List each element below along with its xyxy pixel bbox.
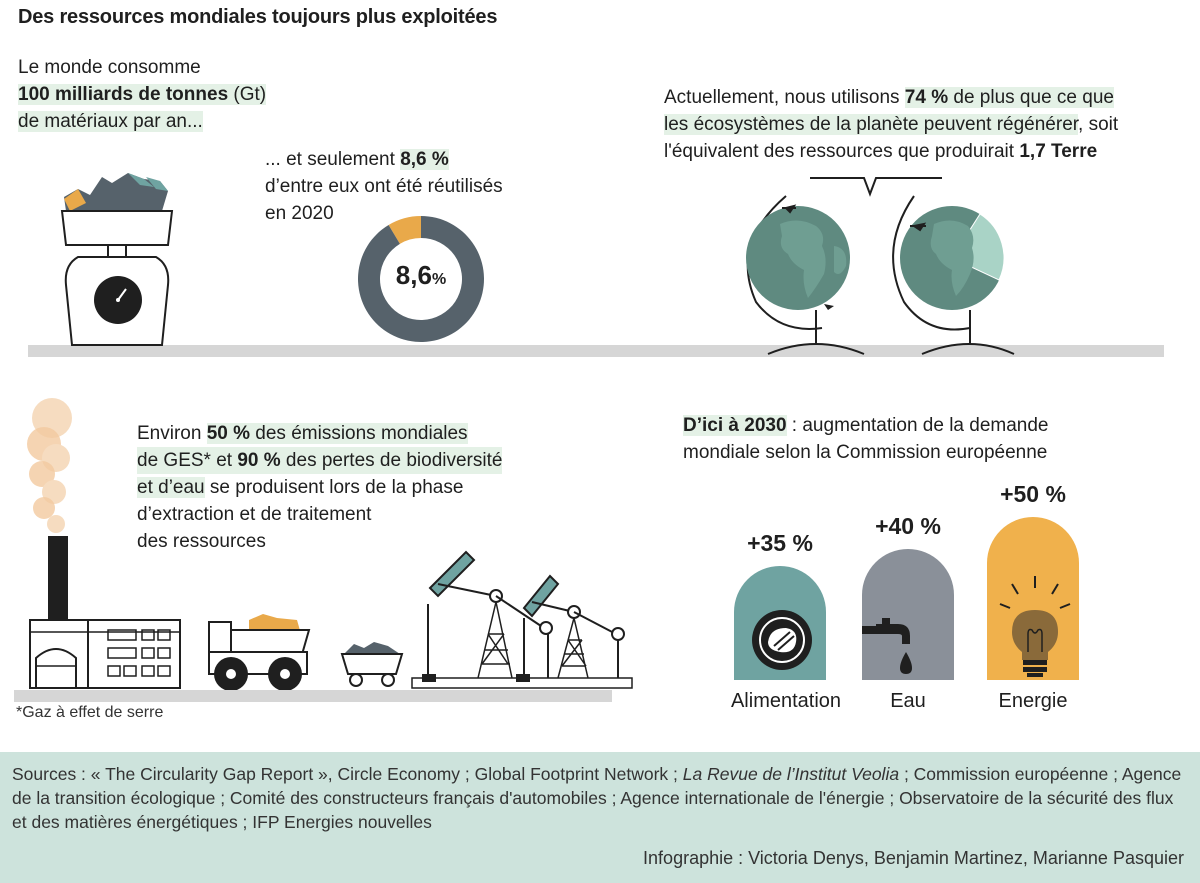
extraction-line5: des ressources <box>137 531 266 552</box>
globe-two-icon <box>892 195 1015 355</box>
sources-part1: Sources : « The Circularity Gap Report »… <box>12 764 683 784</box>
overshoot-line1-pre: Actuellement, nous utilisons <box>664 87 905 108</box>
demand-value-label: +50 % <box>1000 480 1066 507</box>
extraction-text: Environ 50 % des émissions mondiales de … <box>137 420 503 555</box>
demand-text: D’ici à 2030 : augmentation de la demand… <box>683 412 1049 466</box>
demand-category-label: Energie <box>998 690 1068 712</box>
consumption-text: Le monde consomme 100 milliards de tonne… <box>18 54 267 135</box>
footnote: *Gaz à effet de serre <box>16 704 164 721</box>
overshoot-text: Actuellement, nous utilisons 74 % de plu… <box>664 84 1118 165</box>
scale-icon <box>60 173 174 346</box>
demand-year: D’ici à 2030 <box>683 415 787 436</box>
sources-italic: La Revue de l’Institut Veolia <box>682 764 900 784</box>
consumption-line1: Le monde consomme <box>18 57 201 78</box>
demand-line2: mondiale selon la Commission européenne <box>683 442 1048 463</box>
extraction-line3-post: se produisent lors de la phase <box>204 477 464 498</box>
food-plate-icon <box>752 610 812 670</box>
oil-pump-icon <box>411 550 633 689</box>
overshoot-earths: 1,7 Terre <box>1019 141 1098 162</box>
reuse-donut-chart <box>358 216 484 342</box>
overshoot-line1-post: de plus que ce que <box>948 87 1114 108</box>
overshoot-line3-pre: l'équivalent des ressources que produira… <box>664 141 1020 162</box>
demand-category-label: Alimentation <box>730 690 842 712</box>
extraction-line1-post: des émissions mondiales <box>250 423 468 444</box>
consumption-line3: de matériaux par an... <box>18 111 203 132</box>
bottom-shelf <box>14 690 612 702</box>
extraction-line4: d’extraction et de traitement <box>137 504 372 525</box>
emissions-percent: 50 % <box>206 423 251 444</box>
overshoot-line2-post: , soit <box>1078 114 1119 135</box>
demand-line1-post: : augmentation de la demande <box>786 415 1049 436</box>
globe-one-icon <box>746 195 865 355</box>
sources-part2: ; Commission européenne ; Agence de la t… <box>12 764 1182 832</box>
reuse-text: ... et seulement 8,6 % d’entre eux ont é… <box>265 146 503 227</box>
mine-wagon-icon <box>340 642 404 687</box>
sources-text: Sources : « The Circularity Gap Report »… <box>12 762 1182 834</box>
consumption-unit: (Gt) <box>228 84 267 105</box>
reuse-line2: d’entre eux ont été réutilisés <box>265 176 503 197</box>
donut-center-value: 8,6 <box>395 260 432 290</box>
overshoot-percent: 74 % <box>904 87 949 108</box>
donut-slice-reused <box>388 216 421 244</box>
demand-value-label: +35 % <box>747 529 813 556</box>
extraction-line1-pre: Environ <box>137 423 207 444</box>
demand-value-label: +40 % <box>875 513 941 540</box>
extraction-line2-post: des pertes de biodiversité <box>280 450 503 471</box>
reuse-line3: en 2020 <box>265 203 334 224</box>
donut-center-unit: % <box>431 271 447 288</box>
extraction-line2-pre: de GES* et <box>137 450 238 471</box>
water-tap-icon <box>862 618 912 674</box>
mining-truck-icon <box>208 614 311 691</box>
page-title: Des ressources mondiales toujours plus e… <box>18 6 498 28</box>
globe-bracket <box>810 177 942 197</box>
biodiversity-percent: 90 % <box>237 450 281 471</box>
factory-icon <box>27 398 181 689</box>
overshoot-line2: les écosystèmes de la planète peuvent ré… <box>664 114 1079 135</box>
top-shelf <box>28 345 1164 357</box>
extraction-line3-hl: et d’eau <box>137 477 205 498</box>
reuse-percent: 8,6 % <box>400 149 449 170</box>
demand-category-label: Eau <box>890 690 926 712</box>
footer-band <box>0 752 1200 883</box>
credit-text: Infographie : Victoria Denys, Benjamin M… <box>643 848 1184 868</box>
light-bulb-icon <box>999 576 1071 677</box>
donut-center-label: 8,6% <box>357 260 485 291</box>
reuse-line1-pre: ... et seulement <box>265 149 401 170</box>
donut-slice-other <box>358 216 484 342</box>
consumption-amount: 100 milliards de tonnes <box>18 84 229 105</box>
